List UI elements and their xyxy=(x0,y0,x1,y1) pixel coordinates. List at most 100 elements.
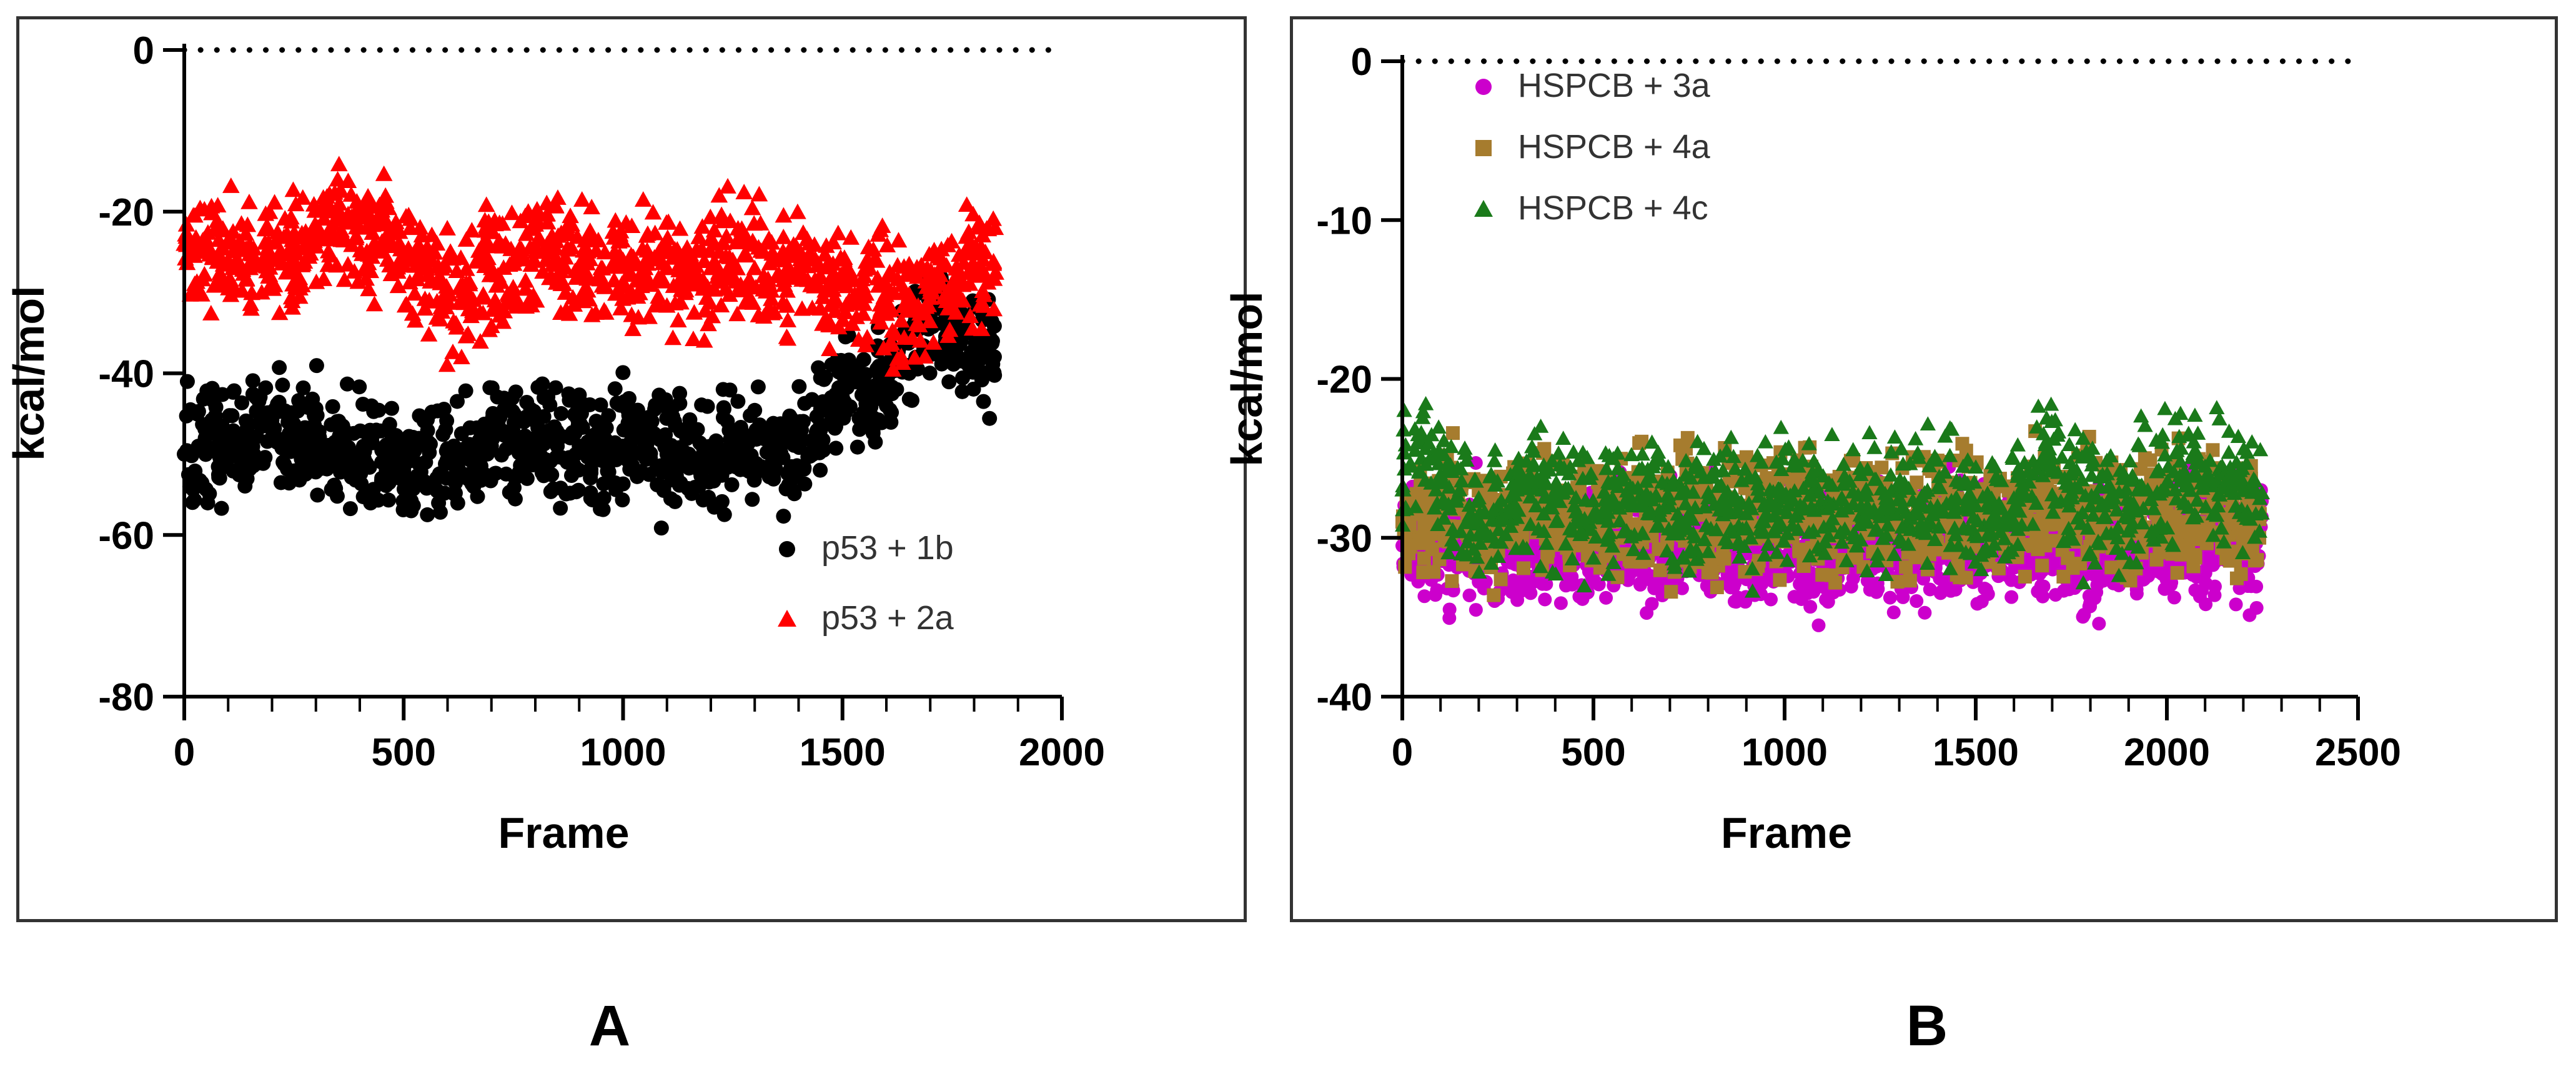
data-point xyxy=(445,450,461,465)
data-point xyxy=(431,495,447,511)
data-point xyxy=(2229,597,2243,612)
data-point xyxy=(653,520,669,536)
data-point xyxy=(2066,561,2080,575)
data-point xyxy=(381,492,397,508)
data-point xyxy=(462,472,477,488)
data-point xyxy=(803,445,818,460)
data-point xyxy=(835,380,851,396)
data-point xyxy=(309,358,324,374)
data-point xyxy=(295,380,311,395)
data-point xyxy=(439,413,455,429)
data-point xyxy=(404,503,419,519)
data-point xyxy=(1875,460,1889,475)
data-point xyxy=(934,349,949,364)
data-point xyxy=(2026,539,2041,553)
data-point xyxy=(528,445,543,460)
data-point xyxy=(2199,576,2213,590)
data-point xyxy=(673,475,688,490)
data-point xyxy=(1764,592,1778,607)
data-point xyxy=(538,424,553,439)
data-point xyxy=(364,398,379,414)
data-point xyxy=(1844,579,1858,594)
data-point xyxy=(823,414,838,430)
data-point xyxy=(1701,565,1715,579)
data-point xyxy=(901,391,917,407)
data-point xyxy=(275,454,291,470)
data-point xyxy=(1645,597,1659,611)
data-point xyxy=(342,501,358,517)
data-point xyxy=(1970,597,1984,611)
data-point xyxy=(2048,588,2063,602)
data-point xyxy=(1427,565,1441,579)
data-point xyxy=(1821,595,1835,609)
data-point xyxy=(922,365,938,381)
data-point xyxy=(797,395,813,411)
data-point xyxy=(2104,560,2119,575)
data-point xyxy=(598,420,614,435)
data-point xyxy=(1890,575,1905,589)
data-point xyxy=(601,408,617,424)
data-point xyxy=(340,376,355,392)
data-point xyxy=(1871,582,1885,596)
data-point xyxy=(325,399,340,414)
data-point xyxy=(272,360,287,375)
data-point xyxy=(941,374,957,390)
data-point xyxy=(882,379,898,394)
data-point xyxy=(816,442,831,458)
data-point xyxy=(882,402,898,418)
data-point xyxy=(308,400,324,416)
data-point xyxy=(1487,588,1501,602)
data-point xyxy=(786,486,802,502)
data-point xyxy=(1445,426,1460,440)
data-point xyxy=(222,408,237,424)
data-point xyxy=(1811,618,1826,632)
data-point xyxy=(743,408,758,424)
data-point xyxy=(354,476,369,492)
data-point xyxy=(955,370,971,385)
data-point xyxy=(2004,590,2019,604)
data-point xyxy=(274,440,290,456)
data-point xyxy=(493,447,509,463)
data-point xyxy=(797,476,813,492)
data-point xyxy=(2088,591,2102,605)
data-point xyxy=(420,423,435,439)
data-point xyxy=(691,462,707,478)
data-point xyxy=(186,470,201,485)
data-point xyxy=(730,394,746,409)
data-point xyxy=(467,452,482,467)
data-point xyxy=(1428,588,1442,602)
data-point xyxy=(720,414,735,429)
data-point xyxy=(1494,572,1508,587)
data-point xyxy=(407,443,422,459)
data-point xyxy=(716,400,731,415)
data-point xyxy=(706,473,721,489)
data-point xyxy=(226,383,242,399)
data-point xyxy=(275,377,290,393)
data-point xyxy=(204,380,220,396)
data-point xyxy=(868,434,883,450)
data-point xyxy=(507,491,523,507)
data-point xyxy=(745,492,760,507)
data-point xyxy=(379,437,394,453)
data-point xyxy=(622,390,637,406)
data-point xyxy=(435,427,451,442)
data-point xyxy=(1445,574,1459,589)
data-point xyxy=(211,470,227,485)
data-point xyxy=(706,499,722,515)
data-point xyxy=(665,409,681,425)
data-point xyxy=(595,502,611,517)
data-point xyxy=(1803,600,1818,614)
data-point xyxy=(708,433,724,449)
data-point xyxy=(1553,596,1568,610)
data-point xyxy=(1648,577,1662,592)
data-point xyxy=(319,461,335,477)
data-point xyxy=(608,452,624,467)
data-point xyxy=(245,386,260,402)
data-point xyxy=(763,457,779,472)
data-point xyxy=(450,495,465,511)
data-point xyxy=(267,420,282,436)
data-point xyxy=(1540,550,1555,564)
data-point xyxy=(519,394,535,410)
data-point xyxy=(1538,592,1552,607)
